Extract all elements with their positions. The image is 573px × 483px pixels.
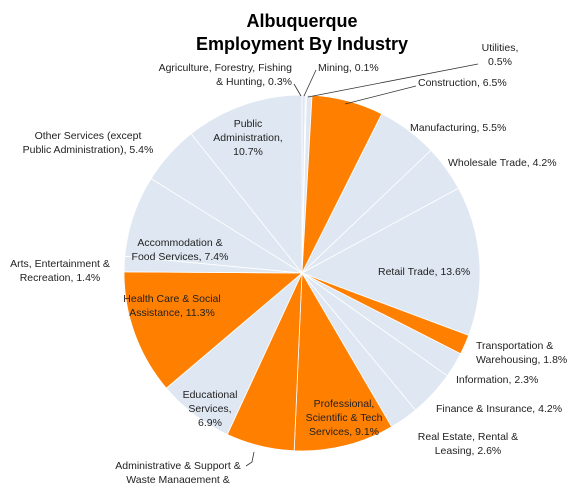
- slice-label: Scientific & Tech: [306, 412, 383, 424]
- pie-slice: [190, 94, 303, 275]
- slice-label: Health Care & Social: [123, 293, 220, 305]
- slice-label: Arts, Entertainment &: [10, 258, 110, 270]
- slice-label: Administrative & Support &: [115, 460, 240, 472]
- slice-label: Assistance, 11.3%: [129, 307, 215, 319]
- slice-label: Transportation &: [476, 340, 553, 352]
- slice-label: Other Services (except: [35, 130, 142, 142]
- slice-label: Mining, 0.1%: [318, 62, 379, 74]
- slice-label: Finance & Insurance, 4.2%: [436, 403, 562, 415]
- slice-label: Leasing, 2.6%: [435, 445, 502, 457]
- pie-slice: [301, 187, 481, 336]
- slice-label: Public: [234, 118, 263, 130]
- slice-label: Manufacturing, 5.5%: [410, 122, 506, 134]
- slice-label: 0.5%: [488, 56, 512, 68]
- slice-label: Retail Trade, 13.6%: [378, 266, 470, 278]
- slice-label: Information, 2.3%: [456, 374, 538, 386]
- slice-label: Wholesale Trade, 4.2%: [448, 157, 557, 169]
- slice-label: Warehousing, 1.8%: [476, 354, 567, 366]
- chart-title: Employment By Industry: [196, 34, 408, 54]
- leader-line: [303, 69, 317, 97]
- slice-label: Public Administration), 5.4%: [23, 144, 154, 156]
- slice-label: Administration,: [213, 132, 282, 144]
- slice-label: Services, 9.1%: [309, 426, 379, 438]
- slice-label: Utilities,: [482, 42, 519, 54]
- slice-label: Waste Management &: [126, 474, 230, 483]
- leader-line: [307, 63, 479, 98]
- slice-label: Real Estate, Rental &: [418, 431, 518, 443]
- chart-title: Albuquerque: [247, 11, 358, 31]
- slice-label: Professional,: [314, 398, 375, 410]
- slice-label: Services,: [188, 403, 231, 415]
- slice-label: 10.7%: [233, 146, 263, 158]
- pie-slice: [293, 271, 393, 452]
- slice-label: Agriculture, Forestry, Fishing: [159, 62, 293, 74]
- slice-label: Construction, 6.5%: [418, 77, 507, 89]
- slice-label: 6.9%: [198, 417, 222, 429]
- pie-slice: [123, 271, 304, 389]
- slice-label: Food Services, 7.4%: [132, 251, 229, 263]
- slice-label: Recreation, 1.4%: [20, 272, 101, 284]
- leader-line: [245, 451, 255, 467]
- slice-label: Accommodation &: [137, 237, 222, 249]
- slice-label: & Hunting, 0.3%: [216, 76, 292, 88]
- slice-label: Educational: [183, 389, 238, 401]
- leader-line: [293, 83, 302, 97]
- leader-line: [344, 85, 417, 105]
